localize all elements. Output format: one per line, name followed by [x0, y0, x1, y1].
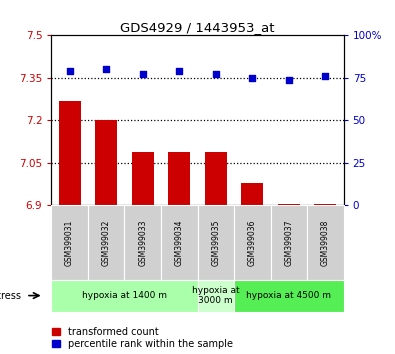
Text: GSM399032: GSM399032 [102, 219, 111, 266]
Point [176, 68, 182, 74]
Text: GSM399033: GSM399033 [138, 219, 147, 266]
Legend: transformed count, percentile rank within the sample: transformed count, percentile rank withi… [52, 327, 233, 349]
Text: GSM399036: GSM399036 [248, 219, 257, 266]
Bar [241, 183, 263, 205]
Text: GSM399037: GSM399037 [284, 219, 293, 266]
Point [249, 75, 256, 81]
Text: GSM399034: GSM399034 [175, 219, 184, 266]
Text: stress: stress [0, 291, 21, 301]
Bar [95, 120, 117, 205]
Point [66, 68, 73, 74]
Point [322, 73, 329, 79]
Bar [59, 101, 81, 205]
Point [286, 77, 292, 82]
Bar [278, 204, 300, 205]
Bar [205, 152, 227, 205]
Text: GSM399031: GSM399031 [65, 219, 74, 266]
Title: GDS4929 / 1443953_at: GDS4929 / 1443953_at [120, 21, 275, 34]
Text: GSM399038: GSM399038 [321, 219, 330, 266]
Bar [314, 204, 336, 205]
Point [139, 72, 146, 77]
Bar [168, 152, 190, 205]
Text: hypoxia at 1400 m: hypoxia at 1400 m [82, 291, 167, 300]
Text: GSM399035: GSM399035 [211, 219, 220, 266]
Text: hypoxia at 4500 m: hypoxia at 4500 m [246, 291, 331, 300]
Point [103, 67, 109, 72]
Bar [132, 152, 154, 205]
Point [213, 72, 219, 77]
Text: hypoxia at
3000 m: hypoxia at 3000 m [192, 286, 240, 305]
